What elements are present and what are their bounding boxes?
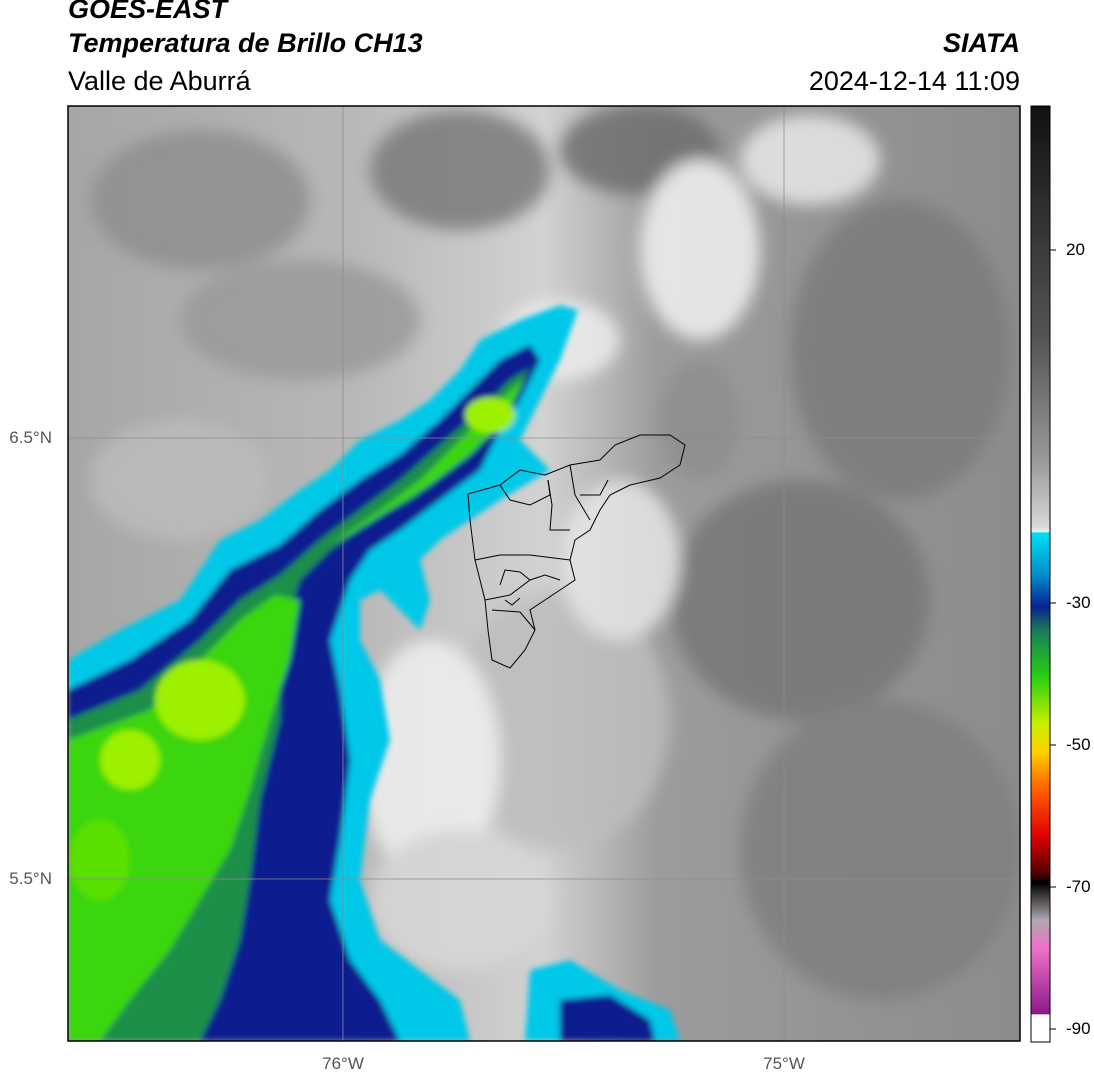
colorbar-label-20: 20 — [1066, 240, 1085, 259]
colorbar-label-minus50: -50 — [1066, 735, 1091, 754]
plot-frame — [67, 105, 1021, 1042]
datetime-label: 2024-12-14 11:09 — [808, 66, 1020, 96]
colorbar-label-minus30: -30 — [1066, 593, 1091, 612]
municipal-boundaries — [467, 434, 686, 669]
lat-label-6-5: 6.5°N — [9, 428, 52, 447]
lon-label-75: 75°W — [763, 1054, 805, 1073]
product-title: Temperatura de Brillo CH13 — [68, 28, 423, 58]
colorbar-label-minus90: -90 — [1066, 1019, 1091, 1038]
lon-label-76: 76°W — [322, 1054, 364, 1073]
colorbar — [1030, 105, 1056, 1043]
lat-label-5-5: 5.5°N — [9, 869, 52, 888]
satellite-title: GOES-EAST — [68, 0, 228, 24]
region-title: Valle de Aburrá — [68, 66, 251, 96]
organization-label: SIATA — [943, 28, 1020, 58]
colorbar-label-minus70: -70 — [1066, 877, 1091, 896]
brightness-field — [68, 106, 1020, 1041]
